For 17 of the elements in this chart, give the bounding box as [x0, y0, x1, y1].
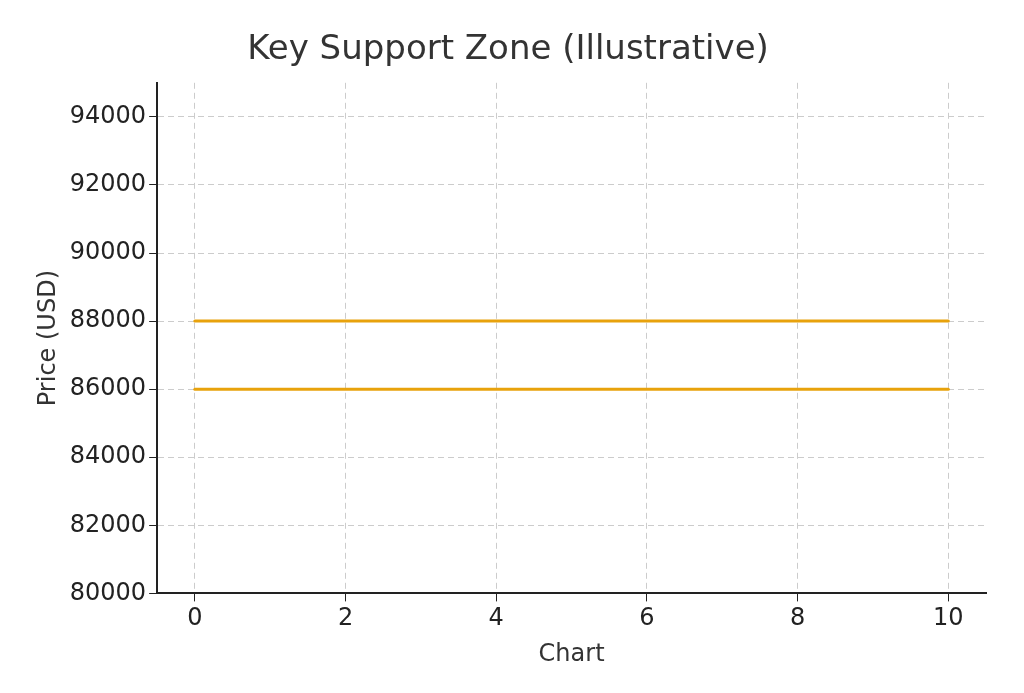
y-tick-label: 90000	[69, 237, 147, 266]
x-tick-label: 6	[639, 603, 655, 632]
x-tick-label: 8	[789, 603, 806, 632]
y-tick-label: 80000	[69, 577, 147, 606]
y-tick-label: 86000	[69, 373, 147, 402]
x-tick-label: 4	[488, 603, 504, 632]
y-tick-label: 88000	[69, 305, 147, 334]
y-tick-label: 82000	[69, 509, 147, 538]
x-tick-label: 2	[337, 603, 354, 632]
y-tick-label: 84000	[69, 441, 147, 470]
chart-title: Key Support Zone (Illustrative)	[247, 27, 769, 68]
x-axis-title: Chart	[538, 638, 605, 667]
y-axis-title: Price (USD)	[32, 270, 61, 407]
x-tick-label: 10	[933, 603, 964, 632]
x-tick-label: 0	[187, 603, 203, 632]
y-tick-label: 92000	[69, 169, 147, 198]
y-tick-label: 94000	[69, 101, 147, 130]
